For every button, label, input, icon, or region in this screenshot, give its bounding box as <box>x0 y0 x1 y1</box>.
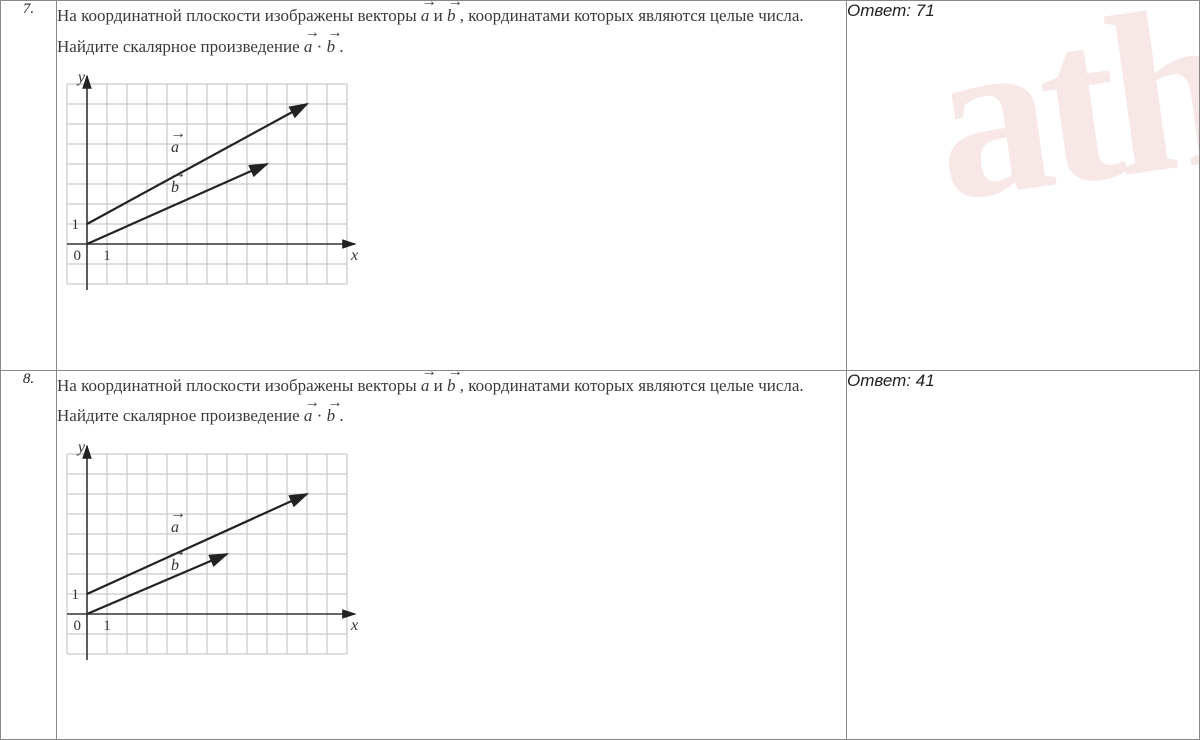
text-part: На координатной плоскости изображены век… <box>57 6 421 25</box>
vector-a-symbol: a <box>304 401 313 432</box>
svg-text:1: 1 <box>72 587 80 603</box>
svg-text:y: y <box>76 74 86 86</box>
vector-b-symbol: b <box>447 371 456 402</box>
problem-cell: На координатной плоскости изображены век… <box>57 1 847 371</box>
svg-text:x: x <box>350 247 358 264</box>
problem-text: На координатной плоскости изображены век… <box>57 371 846 432</box>
svg-text:→: → <box>170 543 186 560</box>
problem-text: На координатной плоскости изображены век… <box>57 1 846 62</box>
svg-text:0: 0 <box>74 248 82 264</box>
svg-text:y: y <box>76 444 86 456</box>
vector-b-symbol: b <box>327 32 336 63</box>
text-part: На координатной плоскости изображены век… <box>57 376 421 395</box>
answer-value: 71 <box>916 1 935 20</box>
table-row: 7. На координатной плоскости изображены … <box>1 1 1200 371</box>
vector-a-symbol: a <box>421 1 430 32</box>
vector-chart: xy011a→b→ <box>57 74 367 304</box>
vector-b-symbol: b <box>447 1 456 32</box>
problems-table: 7. На координатной плоскости изображены … <box>0 0 1200 740</box>
vector-a-symbol: a <box>421 371 430 402</box>
svg-text:0: 0 <box>74 618 82 634</box>
vector-chart: xy011a→b→ <box>57 444 367 674</box>
svg-text:→: → <box>170 505 186 522</box>
vector-b-symbol: b <box>327 401 336 432</box>
answer-cell: Ответ: 71 <box>847 1 1200 371</box>
vector-a-symbol: a <box>304 32 313 63</box>
svg-text:1: 1 <box>103 248 111 264</box>
answer-value: 41 <box>916 371 935 390</box>
svg-text:1: 1 <box>72 217 80 233</box>
table-row: 8. На координатной плоскости изображены … <box>1 370 1200 740</box>
svg-text:x: x <box>350 617 358 634</box>
answer-label: Ответ: <box>847 371 916 390</box>
answer-label: Ответ: <box>847 1 916 20</box>
svg-text:→: → <box>170 125 186 142</box>
answer-cell: Ответ: 41 <box>847 370 1200 740</box>
problem-number: 8. <box>1 370 57 740</box>
problem-cell: На координатной плоскости изображены век… <box>57 370 847 740</box>
svg-text:→: → <box>170 165 186 182</box>
svg-text:1: 1 <box>103 618 111 634</box>
problem-number: 7. <box>1 1 57 371</box>
